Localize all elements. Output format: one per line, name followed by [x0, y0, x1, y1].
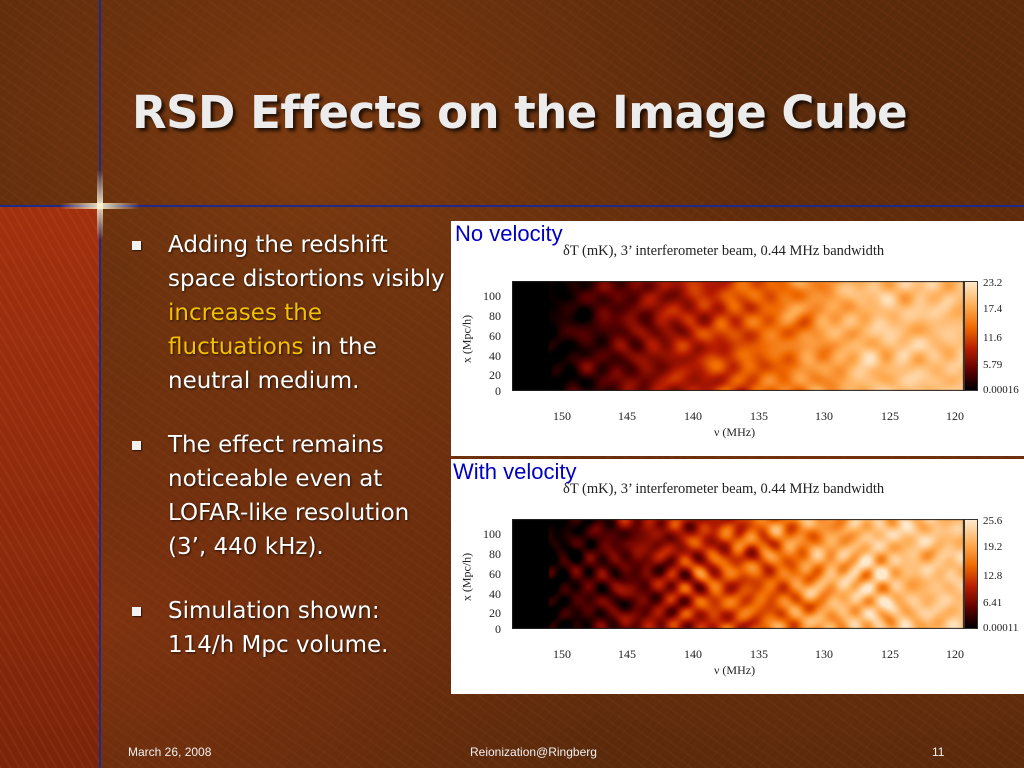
y-tick-label: 20: [489, 368, 501, 382]
colorbar-tick-label: 6.41: [983, 597, 1003, 609]
y-axis-label: x (Mpc/h): [459, 314, 474, 364]
bullet-item-rsd: Adding the redshift space distortions vi…: [130, 228, 445, 398]
x-tick-label: 120: [946, 647, 964, 661]
y-tick-label: 0: [495, 622, 501, 636]
colorbar-tick-label: 5.79: [983, 359, 1003, 371]
x-tick-label: 130: [815, 409, 833, 423]
bullet-item-simulation: Simulation shown: 114/h Mpc volume.: [130, 594, 445, 662]
bullet-text-pre: Adding the redshift space distortions vi…: [168, 232, 445, 292]
colorbar-tick-label: 23.2: [983, 277, 1003, 289]
bullet-square-icon: [132, 607, 141, 616]
bullet-square-icon: [132, 441, 141, 450]
footer-date: March 26, 2008: [128, 745, 212, 759]
colorbar: [964, 281, 978, 391]
y-tick-label: 80: [489, 309, 501, 323]
figure-panel-with-velocity: With velocity δT (mK), 3’ interferometer…: [451, 459, 1024, 694]
y-tick-label: 60: [489, 567, 501, 581]
x-tick-label: 125: [881, 647, 899, 661]
plot-title: δT (mK), 3’ interferometer beam, 0.44 MH…: [563, 243, 885, 259]
vertical-accent-line: [99, 0, 101, 768]
y-axis-label: x (Mpc/h): [459, 552, 474, 602]
figure-panel-no-velocity: No velocity δT (mK), 3’ interferometer b…: [451, 221, 1024, 456]
heatmap-image: [512, 519, 964, 629]
colorbar: [964, 519, 978, 629]
colorbar-tick-label: 0.00011: [983, 622, 1019, 634]
decorative-side-strip: [0, 207, 100, 768]
x-tick-label: 120: [946, 409, 964, 423]
panel-label: With velocity: [453, 459, 577, 484]
y-tick-label: 80: [489, 547, 501, 561]
x-tick-label: 145: [618, 647, 636, 661]
y-tick-label: 60: [489, 329, 501, 343]
x-tick-label: 130: [815, 647, 833, 661]
y-tick-label: 100: [483, 289, 501, 303]
footer-event: Reionization@Ringberg: [470, 745, 597, 759]
plot-title: δT (mK), 3’ interferometer beam, 0.44 MH…: [563, 481, 885, 497]
x-tick-label: 125: [881, 409, 899, 423]
x-tick-label: 140: [684, 409, 702, 423]
x-tick-label: 150: [553, 647, 571, 661]
y-tick-label: 40: [489, 349, 501, 363]
bullet-text-highlight: increases the fluctuations: [168, 300, 322, 360]
colorbar-tick-label: 17.4: [983, 303, 1003, 315]
bullet-text-post: in the neutral medium.: [168, 334, 377, 394]
lens-flare-horizontal: [60, 203, 140, 209]
y-tick-label: 0: [495, 384, 501, 398]
bullet-text: The effect remains noticeable even at LO…: [168, 432, 410, 560]
panel-label: No velocity: [455, 221, 563, 246]
x-tick-label: 140: [684, 647, 702, 661]
slide-title: RSD Effects on the Image Cube: [132, 86, 908, 139]
bullet-square-icon: [132, 241, 141, 250]
x-axis-label: ν (MHz): [714, 425, 756, 439]
colorbar-tick-label: 19.2: [983, 541, 1003, 553]
x-tick-label: 135: [750, 409, 768, 423]
x-tick-label: 135: [750, 647, 768, 661]
colorbar-tick-label: 25.6: [983, 515, 1003, 527]
y-tick-label: 100: [483, 527, 501, 541]
heatmap-image: [512, 281, 964, 391]
bullet-list: Adding the redshift space distortions vi…: [130, 228, 445, 662]
x-tick-label: 150: [553, 409, 571, 423]
x-tick-label: 145: [618, 409, 636, 423]
y-tick-label: 20: [489, 606, 501, 620]
colorbar-tick-label: 0.00016: [983, 384, 1019, 396]
horizontal-accent-line: [0, 205, 1024, 207]
y-tick-label: 40: [489, 587, 501, 601]
footer-page-number: 11: [932, 745, 945, 759]
bullet-text: Simulation shown: 114/h Mpc volume.: [168, 598, 389, 658]
bullet-item-lofar: The effect remains noticeable even at LO…: [130, 428, 445, 564]
colorbar-tick-label: 12.8: [983, 570, 1003, 582]
x-axis-label: ν (MHz): [714, 663, 756, 677]
colorbar-tick-label: 11.6: [983, 332, 1002, 344]
